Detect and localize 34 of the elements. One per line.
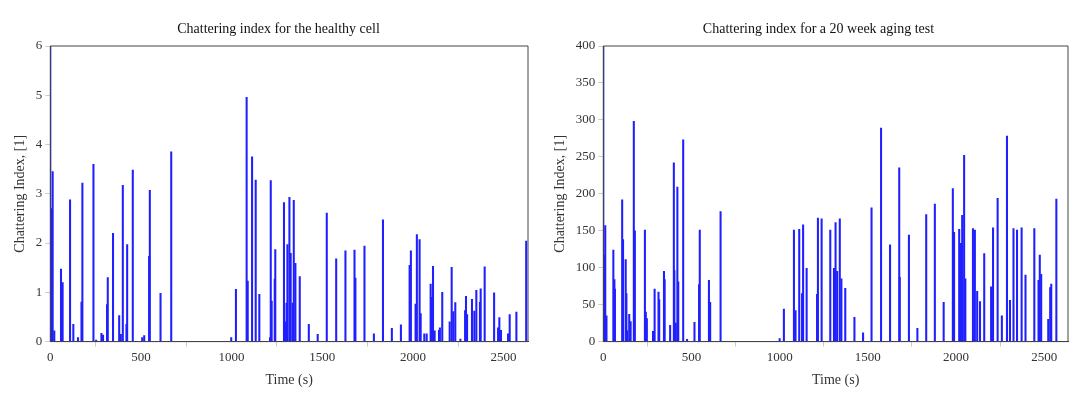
x-tick-label: 2000 <box>943 348 970 364</box>
x-axis-title: Time (s) <box>265 372 314 389</box>
y-tick-label: 2 <box>35 234 43 250</box>
y-axis-title: Chattering Index, [1] <box>552 134 568 253</box>
y-tick-label: 200 <box>575 185 596 201</box>
y-tick-label: 1 <box>35 283 43 299</box>
y-tick-label: 400 <box>575 37 596 53</box>
x-tick-label: 1500 <box>854 348 881 364</box>
y-tick-label: 250 <box>575 148 596 164</box>
x-tick-label: 500 <box>131 348 151 364</box>
y-tick-label: 0 <box>588 333 596 349</box>
y-tick-label: 3 <box>35 185 43 201</box>
x-tick-label: 500 <box>681 348 702 364</box>
x-tick-label: 1000 <box>766 348 793 364</box>
x-tick-label: 0 <box>600 348 607 364</box>
y-tick-label: 0 <box>35 333 43 349</box>
x-axis-title: Time (s) <box>811 372 860 389</box>
x-tick-label: 2500 <box>490 348 517 364</box>
y-tick-label: 350 <box>575 74 596 90</box>
y-tick-label: 6 <box>35 37 43 53</box>
x-tick-label: 1000 <box>218 348 245 364</box>
x-tick-label: 2000 <box>399 348 426 364</box>
text: Chattering index for a 20 week aging test <box>702 20 935 36</box>
y-tick-label: 100 <box>575 259 596 275</box>
y-axis-title: Chattering Index, [1] <box>12 134 28 253</box>
x-tick-label: 2500 <box>1031 348 1058 364</box>
y-tick-label: 50 <box>582 296 596 312</box>
y-tick-label: 300 <box>575 111 596 127</box>
x-tick-label: 1500 <box>309 348 336 364</box>
y-tick-label: 150 <box>575 222 596 238</box>
x-tick-label: 0 <box>47 348 54 364</box>
text: Chattering index for the healthy cell <box>177 20 380 36</box>
y-tick-label: 4 <box>35 135 43 151</box>
y-tick-label: 5 <box>35 86 43 102</box>
